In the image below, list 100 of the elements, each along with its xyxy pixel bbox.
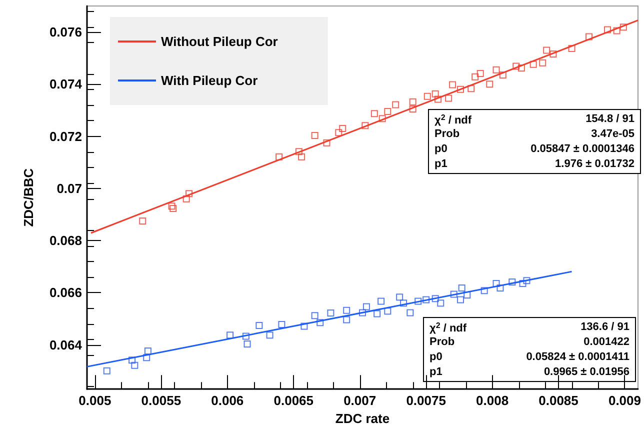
point [327, 310, 334, 316]
x-tick-label: 0.008 [476, 393, 509, 408]
annotation: 154.8 / 91 [586, 113, 634, 125]
point [472, 73, 479, 80]
point [476, 70, 484, 77]
point [486, 80, 494, 88]
point [276, 153, 283, 160]
point [468, 85, 475, 92]
point [256, 322, 263, 330]
point [543, 46, 550, 54]
annotation: p1 [430, 366, 442, 378]
point [244, 340, 251, 348]
point [143, 354, 150, 362]
point [311, 132, 318, 140]
x-tick-label: 0.0065 [274, 393, 314, 408]
point [358, 309, 366, 316]
x-tick-label: 0.007 [344, 393, 376, 408]
y-axis-title: ZDC/BBC [21, 168, 36, 227]
point [539, 59, 546, 66]
point [339, 124, 346, 132]
annotation: 0.9965 ± 0.01956 [544, 366, 630, 378]
point [335, 129, 342, 136]
annotation: p1 [434, 158, 448, 170]
point [434, 96, 442, 103]
point [445, 94, 452, 102]
annotation: Prob [430, 336, 455, 348]
x-tick-label: 0.006 [211, 393, 244, 408]
point [131, 362, 138, 369]
point [496, 284, 504, 292]
point [519, 280, 526, 288]
point [409, 105, 416, 112]
point [182, 195, 190, 202]
legend-label: Without Pileup Cor [161, 34, 278, 49]
annotation: Prob [434, 128, 460, 140]
x-tick-label: 0.0085 [538, 393, 578, 408]
point [384, 308, 392, 315]
point [424, 92, 431, 100]
point [492, 66, 500, 74]
point [432, 295, 439, 302]
y-tick-label: 0.074 [49, 76, 83, 92]
point [300, 322, 308, 330]
legend-label: With Pileup Cor [161, 73, 258, 88]
point [168, 202, 176, 210]
point [492, 280, 500, 288]
y-tick-label: 0.072 [49, 128, 82, 144]
y-tick-label: 0.064 [49, 337, 83, 352]
x-axis-title: ZDC rate [335, 411, 390, 426]
point [457, 296, 464, 304]
point [422, 296, 430, 304]
point [568, 44, 576, 52]
point [185, 190, 192, 198]
point [316, 319, 324, 326]
point [378, 298, 385, 305]
annotation: 0.001422 [584, 336, 630, 348]
y-tick-label: 0.07 [56, 180, 82, 196]
point [585, 33, 592, 40]
point [392, 101, 400, 108]
point [378, 115, 386, 122]
annotation: p0 [434, 143, 448, 155]
point [480, 287, 488, 294]
point [323, 139, 330, 146]
point [396, 294, 404, 301]
x-tick-label: 0.0075 [406, 393, 446, 408]
point [343, 306, 350, 314]
point [406, 309, 414, 316]
annotation: 0.05824 ± 0.0001411 [526, 351, 630, 363]
point [242, 332, 250, 340]
point [139, 218, 146, 225]
x-tick-label: 0.009 [608, 393, 642, 408]
point [550, 50, 557, 58]
point [450, 290, 458, 298]
point [457, 86, 464, 93]
point [409, 98, 416, 106]
x-tick-label: 0.0055 [141, 393, 182, 408]
point [518, 64, 525, 72]
point [103, 367, 110, 374]
point [512, 62, 520, 70]
point [370, 110, 378, 118]
point [266, 332, 274, 339]
annotation: 136.6 / 91 [580, 321, 630, 333]
point [620, 24, 627, 31]
point [449, 81, 456, 88]
point [458, 284, 466, 292]
point [432, 90, 439, 98]
point [128, 356, 136, 364]
point [499, 72, 506, 79]
point [384, 108, 392, 116]
x-tick-label: 0.005 [78, 393, 112, 408]
point [604, 26, 612, 34]
point [437, 300, 444, 307]
point [170, 204, 177, 212]
point [374, 310, 381, 318]
y-tick-label: 0.076 [49, 24, 82, 40]
point [613, 27, 620, 34]
point [523, 277, 530, 284]
y-tick-label: 0.068 [49, 233, 82, 248]
point [311, 312, 318, 320]
point [343, 316, 350, 324]
point [362, 303, 370, 310]
point [508, 278, 516, 286]
